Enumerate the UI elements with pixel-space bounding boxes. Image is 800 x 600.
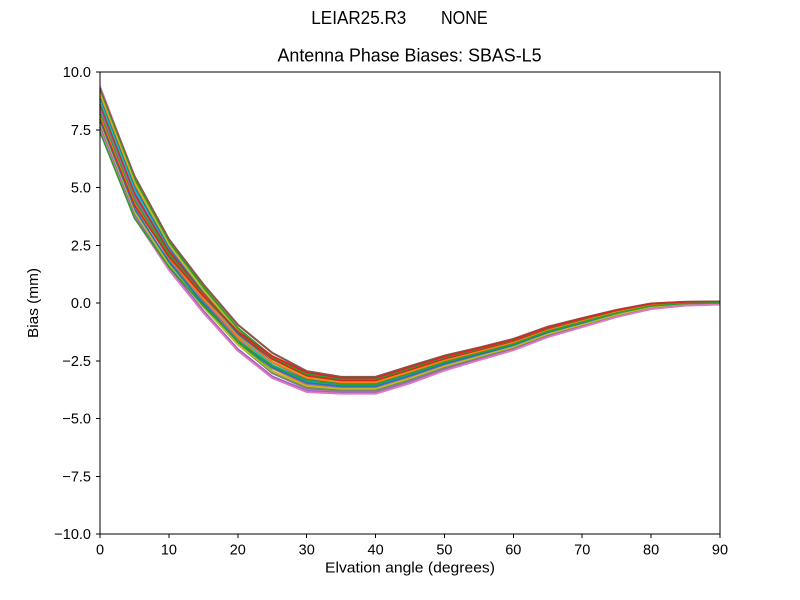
svg-text:80: 80 [643, 543, 659, 559]
svg-text:2.5: 2.5 [71, 238, 91, 254]
svg-text:−7.5: −7.5 [62, 469, 91, 485]
svg-text:−5.0: −5.0 [62, 412, 91, 428]
svg-text:7.5: 7.5 [71, 123, 91, 139]
svg-text:0.0: 0.0 [71, 296, 91, 312]
svg-text:30: 30 [299, 543, 315, 559]
svg-text:50: 50 [436, 543, 452, 559]
svg-text:−10.0: −10.0 [54, 527, 91, 543]
svg-text:Antenna Phase Biases: SBAS-L5: Antenna Phase Biases: SBAS-L5 [278, 45, 542, 66]
svg-text:20: 20 [230, 543, 246, 559]
svg-text:10: 10 [161, 543, 177, 559]
svg-text:−2.5: −2.5 [62, 354, 91, 370]
svg-text:90: 90 [712, 543, 728, 559]
svg-text:10.0: 10.0 [63, 65, 91, 81]
svg-text:LEIAR25.R3: LEIAR25.R3 [311, 7, 406, 28]
svg-text:Bias (mm): Bias (mm) [26, 268, 42, 338]
svg-text:NONE: NONE [441, 7, 488, 28]
svg-text:0: 0 [96, 543, 104, 559]
svg-text:70: 70 [574, 543, 590, 559]
svg-text:40: 40 [368, 543, 384, 559]
svg-text:60: 60 [505, 543, 521, 559]
svg-text:5.0: 5.0 [71, 181, 91, 197]
svg-text:Elvation angle (degrees): Elvation angle (degrees) [325, 561, 495, 577]
